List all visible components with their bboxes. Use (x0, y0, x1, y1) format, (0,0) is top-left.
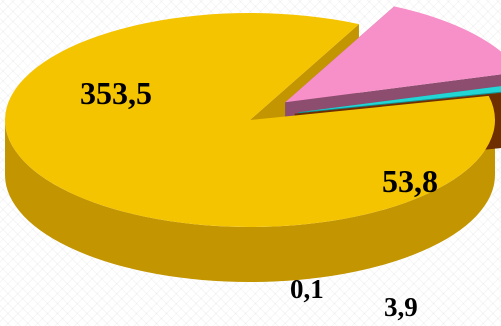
slice-label-0-1: 0,1 (290, 274, 324, 304)
slice-label-353-5: 353,5 (80, 75, 152, 111)
slice-53-8 (285, 6, 501, 103)
slice-large-rim (5, 120, 495, 282)
slice-label-53-8: 53,8 (382, 163, 438, 199)
pie-slices (4, 6, 501, 227)
slice-large (4, 12, 495, 227)
slice-labels: 353,5 53,8 3,9 0,1 (80, 75, 438, 322)
slice-label-3-9: 3,9 (384, 292, 418, 322)
slice-3-9 (298, 86, 501, 113)
slice-0-1 (294, 92, 501, 114)
